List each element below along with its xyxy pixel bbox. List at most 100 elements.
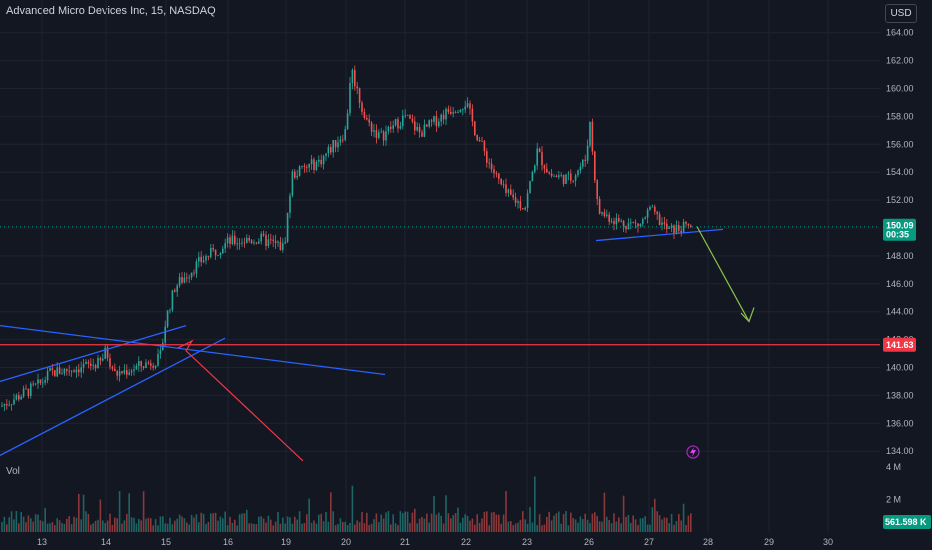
volume-bar	[495, 514, 498, 532]
candle-body	[114, 368, 116, 372]
volume-bar	[572, 518, 574, 532]
volume-bar	[262, 518, 265, 532]
price-tick-label: 160.00	[886, 84, 914, 94]
volume-bar	[298, 511, 301, 532]
candle-body	[51, 368, 54, 371]
candle-body	[73, 370, 75, 373]
candle-body	[478, 140, 481, 142]
candle-body	[423, 124, 426, 137]
volume-bar	[274, 521, 277, 532]
volume-bar	[661, 519, 663, 532]
volume-bar	[644, 516, 646, 532]
candle-body	[366, 118, 368, 120]
currency-button[interactable]: USD	[885, 4, 917, 23]
candle-body	[644, 217, 646, 220]
candle-body	[68, 370, 70, 372]
volume-bar	[301, 523, 303, 532]
candle-body	[130, 370, 133, 373]
candle-body	[610, 221, 613, 222]
volume-bar	[226, 525, 229, 532]
volume-bar	[666, 517, 668, 532]
volume-bar	[447, 513, 450, 532]
candle-body	[222, 248, 224, 254]
candle-body	[58, 367, 61, 374]
volume-bar	[651, 507, 654, 532]
candle-body	[284, 241, 286, 244]
candle-body	[435, 116, 438, 127]
candlesticks	[1, 65, 692, 412]
volume-bar	[152, 525, 154, 532]
volume-bar	[464, 514, 466, 532]
volume-bar	[34, 514, 37, 532]
candle-body	[238, 243, 241, 245]
candle-body	[214, 249, 217, 256]
candle-body	[200, 256, 202, 263]
price-axis: 134.00136.00138.00140.00142.00144.00146.…	[886, 28, 914, 505]
time-tick-label: 28	[703, 537, 713, 547]
candle-body	[394, 119, 397, 126]
volume-bar	[358, 522, 361, 532]
candle-body	[181, 277, 183, 283]
volume-bar	[123, 520, 126, 532]
current-price-badge	[883, 218, 916, 241]
candle-body	[147, 362, 150, 364]
volume-bar	[111, 525, 114, 532]
volume-bar	[488, 525, 490, 532]
price-tick-label: 134.00	[886, 446, 914, 456]
volume-bar	[574, 519, 577, 532]
volume-bar	[507, 521, 510, 532]
candle-body	[498, 173, 500, 179]
volume-bar	[498, 514, 500, 532]
volume-bar	[51, 522, 54, 532]
candle-body	[507, 189, 510, 193]
volume-bar	[164, 523, 166, 532]
volume-bar	[490, 512, 493, 532]
candle-body	[445, 108, 447, 120]
candle-body	[166, 310, 169, 327]
candle-body	[207, 256, 210, 258]
volume-bar	[85, 511, 87, 532]
candle-body	[368, 119, 370, 123]
volume-bar	[428, 522, 430, 532]
candle-body	[154, 365, 157, 368]
level-badge	[883, 337, 916, 352]
volume-tick-label: 4 M	[886, 462, 901, 472]
candle-body	[121, 371, 123, 374]
candle-body	[111, 366, 114, 369]
price-tick-label: 140.00	[886, 363, 914, 373]
time-tick-label: 13	[37, 537, 47, 547]
candle-body	[267, 239, 270, 246]
volume-bar	[459, 522, 462, 532]
volume-bar	[426, 513, 428, 532]
volume-bar	[639, 518, 642, 532]
candle-body	[594, 151, 596, 181]
volume-bar	[130, 517, 133, 532]
volume-bar	[8, 517, 10, 532]
candle-body	[630, 222, 632, 224]
candle-body	[318, 159, 320, 162]
candle-body	[488, 162, 490, 164]
volume-bar	[462, 517, 464, 532]
candle-body	[56, 367, 58, 377]
candle-body	[330, 147, 332, 153]
candle-body	[210, 247, 212, 258]
volume-bar	[668, 523, 670, 532]
volume-bar	[260, 516, 262, 532]
candle-body	[548, 172, 550, 174]
candle-body	[138, 361, 140, 366]
candle-body	[622, 220, 625, 227]
volume-bar	[337, 524, 339, 532]
candle-body	[25, 388, 27, 390]
candle-body	[128, 372, 130, 375]
candle-body	[687, 223, 690, 226]
candle-body	[236, 243, 238, 245]
volume-bar	[466, 515, 469, 532]
volume-bar	[433, 495, 435, 532]
volume-bar	[582, 519, 584, 532]
candle-body	[565, 174, 567, 184]
candle-body	[301, 165, 303, 167]
candle-body	[46, 371, 49, 381]
candle-body	[140, 361, 142, 367]
candle-body	[54, 370, 56, 377]
